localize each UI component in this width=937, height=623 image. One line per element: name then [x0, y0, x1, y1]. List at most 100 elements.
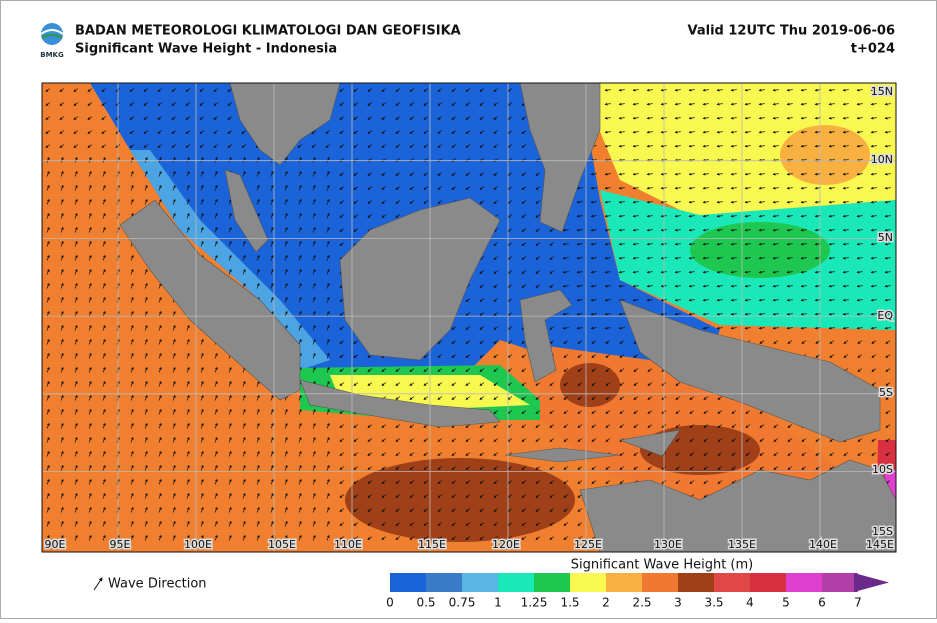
wave-arrow — [353, 200, 359, 204]
wave-arrow — [256, 254, 260, 261]
wave-arrow — [870, 88, 877, 92]
wave-arrow — [646, 172, 653, 176]
wave-arrow — [716, 116, 723, 120]
wave-arrow — [842, 88, 849, 92]
lon-label: 140E — [809, 538, 837, 551]
lead-time: t+024 — [851, 42, 895, 57]
wave-arrow — [828, 158, 835, 162]
wave-arrow — [423, 144, 429, 148]
wave-arrow — [46, 184, 50, 191]
wave-arrow — [186, 184, 190, 191]
wave-arrow — [186, 156, 190, 163]
wave-arrow — [632, 102, 639, 106]
wave-arrow — [465, 130, 471, 134]
wave-arrow — [284, 240, 288, 247]
wave-arrow — [618, 214, 625, 218]
wave-arrow — [423, 130, 429, 134]
wave-arrow — [74, 184, 78, 191]
wave-arrow — [493, 102, 499, 106]
wave-arrow — [451, 116, 457, 120]
wave-arrow — [242, 170, 246, 177]
wave-arrow — [870, 186, 877, 190]
colorbar-tick-label: 7 — [854, 596, 862, 610]
wave-arrow — [884, 144, 891, 148]
wave-arrow — [702, 186, 709, 190]
wave-arrow — [856, 88, 863, 92]
wave-arrow — [828, 116, 835, 120]
wave-arrow — [702, 242, 709, 246]
wave-arrow — [702, 228, 709, 232]
wave-arrow — [758, 158, 765, 162]
wave-arrow — [521, 172, 527, 176]
wave-arrow — [744, 102, 751, 106]
wave-arrow — [171, 116, 177, 120]
wave-arrow — [632, 130, 639, 134]
wave-arrow — [437, 116, 443, 120]
wave-arrow — [772, 256, 779, 260]
wave-arrow — [437, 186, 443, 190]
wave-arrow — [674, 228, 681, 232]
wave-arrow — [884, 242, 891, 246]
valid-time: Valid 12UTC Thu 2019-06-06 — [687, 24, 895, 39]
wave-arrow — [800, 214, 807, 218]
wave-arrow — [716, 102, 723, 106]
wave-arrow — [353, 186, 359, 190]
wave-arrow — [214, 184, 218, 191]
wave-arrow — [521, 186, 527, 190]
wave-arrow — [730, 172, 737, 176]
wave-arrow — [870, 172, 877, 176]
wave-arrow — [716, 144, 723, 148]
wave-arrow — [423, 172, 429, 176]
wave-arrow — [842, 200, 849, 204]
wave-arrow — [786, 144, 793, 148]
wave-arrow — [884, 88, 891, 92]
wave-arrow — [493, 116, 499, 120]
wave-arrow — [800, 200, 807, 204]
wave-arrow — [101, 116, 107, 120]
wave-arrow — [367, 214, 373, 218]
wave-arrow — [367, 116, 373, 120]
wave-arrow — [284, 198, 288, 205]
wave-arrow — [632, 116, 639, 120]
wave-arrow — [367, 144, 373, 148]
wave-arrow — [465, 172, 471, 176]
wave-arrow — [102, 156, 106, 163]
wave-arrow — [479, 172, 485, 176]
wave-arrow — [674, 130, 681, 134]
wave-arrow — [507, 130, 513, 134]
wave-arrow — [618, 186, 625, 190]
wave-arrow — [632, 256, 639, 260]
wave-arrow — [256, 156, 260, 163]
colorbar-segment — [606, 573, 642, 592]
wave-arrow — [214, 156, 218, 163]
wave-arrow — [60, 254, 64, 261]
wave-arrow — [800, 102, 807, 106]
wave-arrow — [465, 144, 471, 148]
wave-arrow — [646, 242, 653, 246]
wave-arrow — [744, 116, 751, 120]
wave-arrow — [130, 254, 134, 261]
wave-arrow — [730, 158, 737, 162]
wave-arrow — [242, 254, 246, 261]
wave-arrow — [45, 144, 51, 148]
wave-arrow — [186, 212, 190, 219]
wave-arrow — [870, 200, 877, 204]
logo-text: BMKG — [40, 51, 64, 59]
wave-arrow — [856, 256, 863, 260]
wave-arrow — [604, 214, 611, 218]
wave-arrow — [604, 228, 611, 232]
wave-arrow — [213, 102, 219, 106]
wave-arrow — [451, 102, 457, 106]
wave-arrow — [339, 200, 345, 204]
colorbar-tick-label: 1.5 — [560, 596, 579, 610]
wave-arrow — [730, 228, 737, 232]
wave-arrow — [856, 158, 863, 162]
wave-arrow — [758, 200, 765, 204]
wave-arrow — [744, 172, 751, 176]
wave-arrow — [632, 200, 639, 204]
wave-arrow — [716, 158, 723, 162]
wave-arrow — [590, 172, 597, 176]
wave-arrow — [270, 198, 274, 205]
colorbar-segment — [678, 573, 714, 592]
wave-arrow — [102, 268, 106, 275]
